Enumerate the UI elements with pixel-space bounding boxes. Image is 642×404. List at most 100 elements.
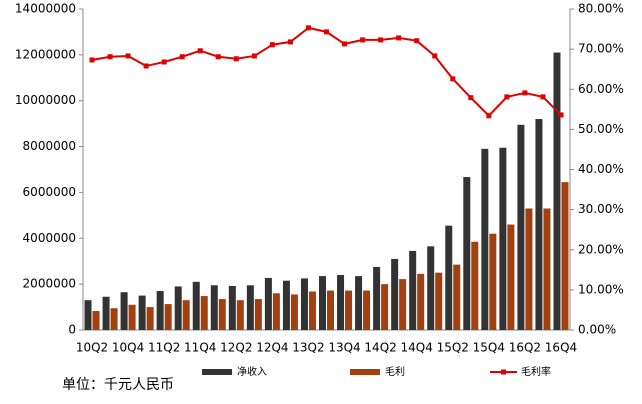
bar	[210, 285, 218, 330]
bar	[282, 280, 290, 330]
y2-tick-label: 30.00%	[578, 202, 624, 216]
bar	[391, 258, 399, 330]
bar	[543, 208, 551, 330]
bar	[264, 277, 272, 330]
line-marker	[360, 37, 366, 43]
line-marker	[468, 95, 474, 101]
x-tick-label: 10Q4	[112, 341, 144, 355]
bar	[92, 310, 100, 330]
bar	[236, 300, 244, 330]
line-marker	[558, 112, 564, 118]
bar	[481, 148, 489, 330]
line-marker	[540, 94, 546, 100]
bar	[489, 233, 497, 330]
line-marker	[504, 94, 510, 100]
line-marker	[107, 54, 113, 60]
bar	[553, 52, 561, 331]
x-tick-label: 11Q4	[184, 341, 216, 355]
bar	[228, 285, 236, 330]
y-tick-label: 10000000	[15, 93, 76, 107]
bar	[535, 119, 543, 330]
bar	[363, 290, 371, 330]
y2-tick-label: 50.00%	[578, 122, 624, 136]
y-tick-label: 12000000	[15, 47, 76, 61]
bar	[499, 147, 507, 330]
bar	[471, 241, 479, 330]
line-marker	[342, 41, 348, 47]
y-tick-label: 2000000	[23, 277, 76, 291]
x-tick-label: 14Q2	[364, 341, 396, 355]
line-marker	[486, 113, 492, 119]
legend-swatch	[501, 369, 506, 375]
bar	[128, 304, 136, 330]
y2-tick-label: 40.00%	[578, 162, 624, 176]
y2-tick-label: 0.00%	[578, 323, 616, 337]
bar	[138, 295, 146, 330]
bar	[308, 291, 316, 330]
legend-label: 毛利	[385, 366, 405, 378]
y-tick-label: 6000000	[23, 185, 76, 199]
legend-swatch	[202, 369, 232, 375]
bar	[84, 300, 92, 330]
bar	[345, 290, 353, 330]
y-tick-label: 0	[68, 323, 76, 337]
bar	[272, 293, 280, 330]
x-tick-label: 12Q4	[256, 341, 288, 355]
y2-tick-label: 80.00%	[578, 2, 624, 16]
line-marker	[89, 57, 95, 63]
y2-tick-label: 70.00%	[578, 42, 624, 56]
x-tick-label: 15Q4	[473, 341, 505, 355]
x-tick-label: 15Q2	[437, 341, 469, 355]
bar	[254, 299, 262, 330]
y-tick-label: 4000000	[23, 231, 76, 245]
line-marker	[414, 38, 420, 44]
line-marker	[396, 35, 402, 41]
line-marker	[450, 76, 456, 82]
bar	[327, 290, 334, 330]
line-marker	[432, 53, 438, 59]
legend-swatch	[350, 369, 380, 375]
y2-tick-label: 10.00%	[578, 282, 624, 296]
line-marker	[324, 29, 329, 35]
line-marker	[522, 90, 528, 96]
legend-label: 净收入	[237, 365, 267, 378]
unit-note: 单位：千元人民币	[62, 377, 174, 393]
x-tick-label: 13Q2	[292, 341, 324, 355]
bar	[146, 307, 154, 330]
line-marker	[287, 39, 293, 45]
bar	[300, 278, 308, 330]
line	[91, 26, 562, 118]
line-marker	[378, 37, 384, 43]
bar	[182, 300, 190, 330]
x-tick-label: 16Q2	[509, 341, 541, 355]
bar	[373, 266, 381, 330]
y2-tick-label: 60.00%	[578, 82, 624, 96]
bar	[110, 308, 118, 330]
line-marker	[269, 42, 275, 48]
x-tick-label: 14Q4	[401, 341, 433, 355]
bar	[525, 208, 533, 330]
x-tick-label: 13Q4	[328, 341, 360, 355]
bar	[453, 264, 461, 330]
bar	[200, 296, 208, 330]
bar	[156, 291, 164, 330]
bar	[192, 281, 200, 330]
bar	[174, 286, 182, 330]
y-tick-label: 8000000	[23, 139, 76, 153]
bar	[517, 124, 525, 331]
x-tick-label: 10Q2	[76, 341, 108, 355]
bar	[381, 284, 389, 330]
bar	[417, 273, 425, 330]
line-marker	[143, 63, 149, 69]
bar	[319, 276, 326, 330]
line-marker	[215, 54, 221, 60]
bar	[120, 292, 128, 330]
y2-tick-label: 20.00%	[578, 242, 624, 256]
bar	[463, 177, 471, 330]
bar	[290, 294, 298, 330]
bar	[409, 250, 417, 330]
line-marker	[233, 56, 239, 62]
line-marker	[125, 53, 131, 59]
line-marker	[305, 25, 311, 31]
